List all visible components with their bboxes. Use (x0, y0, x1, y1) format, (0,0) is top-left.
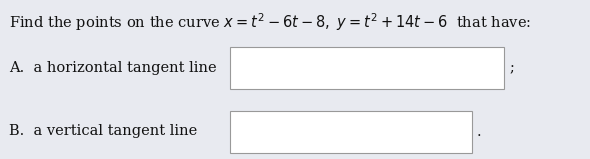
Text: ;: ; (509, 61, 514, 75)
Text: .: . (477, 124, 481, 139)
Text: Find the points on the curve $x = t^2 - 6t - 8,\ y = t^2 + 14t - 6$  that have:: Find the points on the curve $x = t^2 - … (9, 11, 531, 33)
Text: A.  a horizontal tangent line: A. a horizontal tangent line (9, 61, 217, 75)
FancyBboxPatch shape (230, 47, 504, 89)
FancyBboxPatch shape (230, 111, 472, 153)
Text: B.  a vertical tangent line: B. a vertical tangent line (9, 124, 197, 138)
